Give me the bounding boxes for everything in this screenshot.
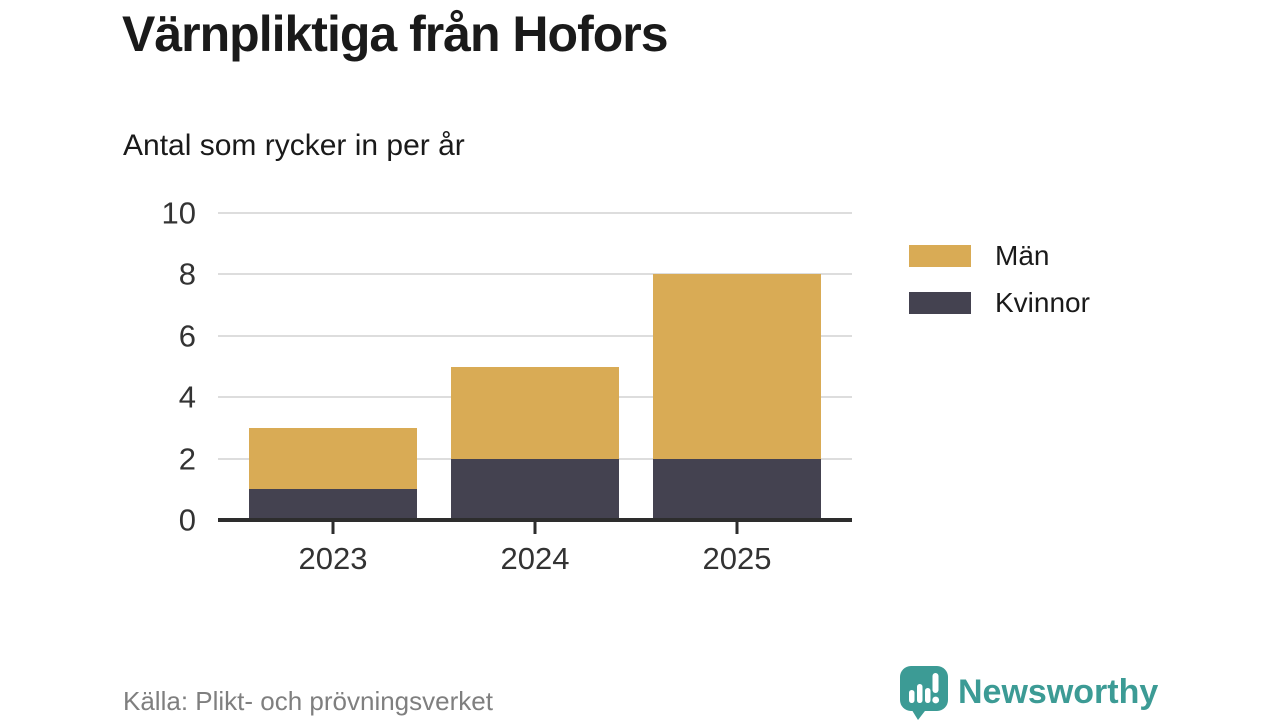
x-axis-label-2024: 2024 <box>500 541 570 576</box>
bar-segment-män-2025 <box>653 274 821 459</box>
brand-logo: Newsworthy <box>898 663 1158 720</box>
legend: Män Kvinnor <box>909 240 1090 339</box>
plot-area <box>218 212 852 522</box>
bar-segment-kvinnor-2024 <box>451 458 619 520</box>
chart-subtitle: Antal som rycker in per år <box>123 129 465 162</box>
y-axis-tick-label: 2 <box>178 441 196 477</box>
y-axis-tick-label: 10 <box>161 195 196 231</box>
y-axis-tick-label: 0 <box>178 502 196 538</box>
newsworthy-bubble-icon <box>900 666 948 720</box>
legend-label: Kvinnor <box>995 287 1090 318</box>
brand-name: Newsworthy <box>958 673 1159 711</box>
x-axis-tick <box>735 522 739 534</box>
x-axis-line <box>218 518 852 522</box>
bar-segment-män-2024 <box>451 366 619 459</box>
gridline-y-6 <box>218 334 852 337</box>
x-axis-label-2023: 2023 <box>298 541 368 576</box>
y-axis-tick-label: 6 <box>178 318 196 354</box>
gridline-y-10 <box>218 212 852 214</box>
y-axis-tick-label: 4 <box>178 379 196 415</box>
bar-segment-män-2023 <box>249 427 417 490</box>
x-axis-label-2025: 2025 <box>702 541 772 576</box>
legend-item-män: Män <box>909 240 1090 271</box>
bar-segment-kvinnor-2025 <box>653 458 821 520</box>
legend-swatch <box>909 292 971 314</box>
x-axis-tick <box>533 522 537 534</box>
legend-swatch <box>909 245 971 267</box>
y-axis-tick-label: 8 <box>178 256 196 292</box>
bar-segment-kvinnor-2023 <box>249 489 417 520</box>
chart-title: Värnpliktiga från Hofors <box>122 6 669 62</box>
legend-item-kvinnor: Kvinnor <box>909 287 1090 318</box>
gridline-y-8 <box>218 273 852 276</box>
x-axis-tick <box>331 522 335 534</box>
legend-label: Män <box>995 240 1050 271</box>
source-note: Källa: Plikt- och prövningsverket <box>123 686 493 716</box>
